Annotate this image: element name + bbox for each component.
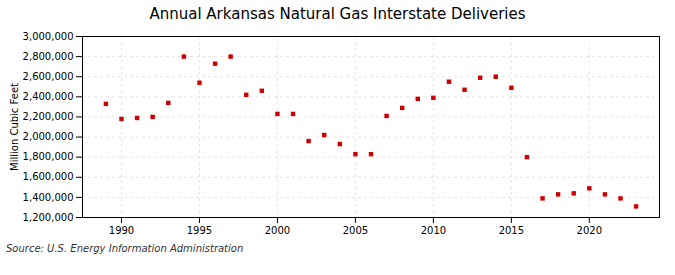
svg-text:1990: 1990 [109, 225, 134, 236]
svg-text:Million Cubic Feet: Million Cubic Feet [9, 83, 20, 171]
html-text:Annual Arkansas Natural Gas In: Annual Arkansas Natural Gas Interstate D… [149, 5, 526, 23]
svg-text:2,000,000: 2,000,000 [23, 131, 74, 142]
html-text:Source: U.S. Energy Informatio: Source: U.S. Energy Information Administ… [6, 243, 244, 254]
svg-text:2,200,000: 2,200,000 [23, 111, 74, 122]
svg-text:1,400,000: 1,400,000 [23, 192, 74, 203]
svg-text:1,200,000: 1,200,000 [23, 212, 74, 223]
svg-text:1995: 1995 [187, 225, 212, 236]
svg-text:2,400,000: 2,400,000 [23, 91, 74, 102]
svg-text:2000: 2000 [265, 225, 290, 236]
svg-text:1,800,000: 1,800,000 [23, 151, 74, 162]
svg-text:2,800,000: 2,800,000 [23, 51, 74, 62]
svg-text:3,000,000: 3,000,000 [23, 31, 74, 42]
svg-text:1,600,000: 1,600,000 [23, 171, 74, 182]
svg-text:2020: 2020 [577, 225, 602, 236]
svg-text:2,600,000: 2,600,000 [23, 71, 74, 82]
svg-text:2015: 2015 [499, 225, 524, 236]
svg-text:2005: 2005 [343, 225, 368, 236]
svg-text:2010: 2010 [421, 225, 446, 236]
